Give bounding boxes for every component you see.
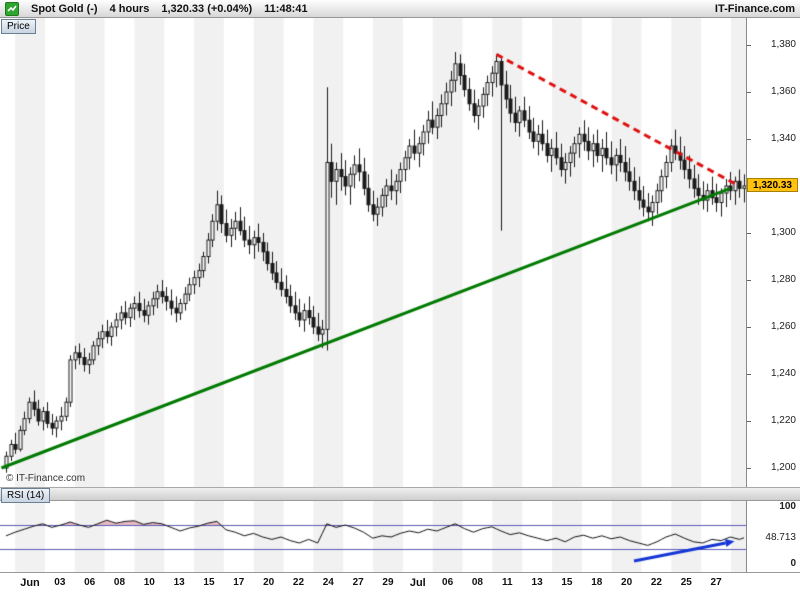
timeframe-label: 4 hours: [109, 2, 150, 15]
rsi-axis[interactable]: 100 0 48.713: [746, 501, 800, 572]
time-axis-label: 06: [84, 577, 96, 588]
rsi-value-label: 48.713: [765, 531, 796, 543]
price-axis-tickmark: [747, 374, 751, 375]
last-price-tag: 1,320.33: [747, 178, 798, 193]
chart-toolbar: Spot Gold (-) 4 hours 1,320.33 (+0.04%) …: [0, 0, 800, 18]
time-axis-label: 13: [173, 577, 185, 588]
time-axis-label: Jul: [409, 577, 426, 589]
price-chart-canvas[interactable]: [0, 18, 746, 487]
clock: 11:48:41: [264, 2, 308, 15]
time-axis-label: 11: [501, 577, 513, 588]
time-axis-label: 03: [54, 577, 66, 588]
rsi-axis-min: 0: [790, 558, 796, 569]
time-axis-label: 13: [531, 577, 543, 588]
price-axis-tickmark: [747, 45, 751, 46]
time-axis-label: 22: [292, 577, 305, 588]
last-price-change: 1,320.33 (+0.04%): [161, 2, 253, 15]
copyright-label: © IT-Finance.com: [6, 473, 86, 484]
price-tick-label: 1,200: [770, 462, 796, 473]
price-tick-label: 1,240: [770, 368, 796, 379]
time-axis-label: 06: [442, 577, 454, 588]
tab-price[interactable]: Price: [1, 19, 36, 34]
time-axis-label: 20: [621, 577, 633, 588]
price-axis-tickmark: [747, 92, 751, 93]
rsi-chart-canvas[interactable]: [0, 501, 746, 572]
price-panel: Price © IT-Finance.com 1,380 1,360 1,340 1,…: [0, 18, 800, 487]
time-axis-label: 08: [471, 577, 483, 588]
time-axis-label: 15: [561, 577, 573, 588]
rsi-axis-max: 100: [779, 501, 796, 512]
brand-label: IT-Finance.com: [714, 2, 795, 15]
price-axis[interactable]: 1,3801,3601,3401,3201,3001,2801,2601,240…: [746, 18, 800, 487]
tab-rsi[interactable]: RSI (14): [1, 488, 51, 503]
time-axis-label: 18: [591, 577, 603, 588]
time-axis-label: 10: [143, 577, 155, 588]
price-tick-label: 1,340: [770, 133, 796, 144]
price-tick-label: 1,280: [770, 274, 796, 285]
time-axis-label: 15: [203, 577, 215, 588]
time-axis-label: 27: [710, 577, 722, 588]
price-axis-tickmark: [747, 233, 751, 234]
panel-divider: RSI (14): [0, 487, 800, 503]
price-tick-label: 1,380: [770, 39, 796, 50]
price-axis-tickmark: [747, 139, 751, 140]
time-axis-label: 17: [233, 577, 245, 588]
price-tick-label: 1,300: [770, 227, 796, 238]
time-axis-label: 25: [680, 577, 692, 588]
time-axis[interactable]: Jun 03 06 08 10 13 15 17 20 22 24 27 29 Jul 06 08 11 13 15…: [0, 572, 800, 600]
price-axis-tickmark: [747, 327, 751, 328]
price-axis-tickmark: [747, 280, 751, 281]
time-axis-label: 29: [382, 577, 394, 588]
time-axis-label: 24: [322, 577, 334, 588]
time-axis-label: 08: [113, 577, 126, 588]
time-axis-label: Jun: [20, 577, 40, 589]
price-tick-label: 1,260: [770, 321, 796, 332]
time-axis-label: 27: [352, 577, 364, 588]
instrument-icon: [5, 1, 19, 16]
price-tick-label: 1,220: [770, 415, 796, 426]
time-axis-label: 20: [263, 577, 275, 588]
time-axis-label: 22: [650, 577, 662, 588]
instrument-name: Spot Gold (-): [31, 2, 98, 15]
price-axis-tickmark: [747, 421, 751, 422]
price-tick-label: 1,360: [770, 86, 796, 97]
rsi-panel: 100 0 48.713: [0, 501, 800, 572]
price-axis-tickmark: [747, 468, 751, 469]
